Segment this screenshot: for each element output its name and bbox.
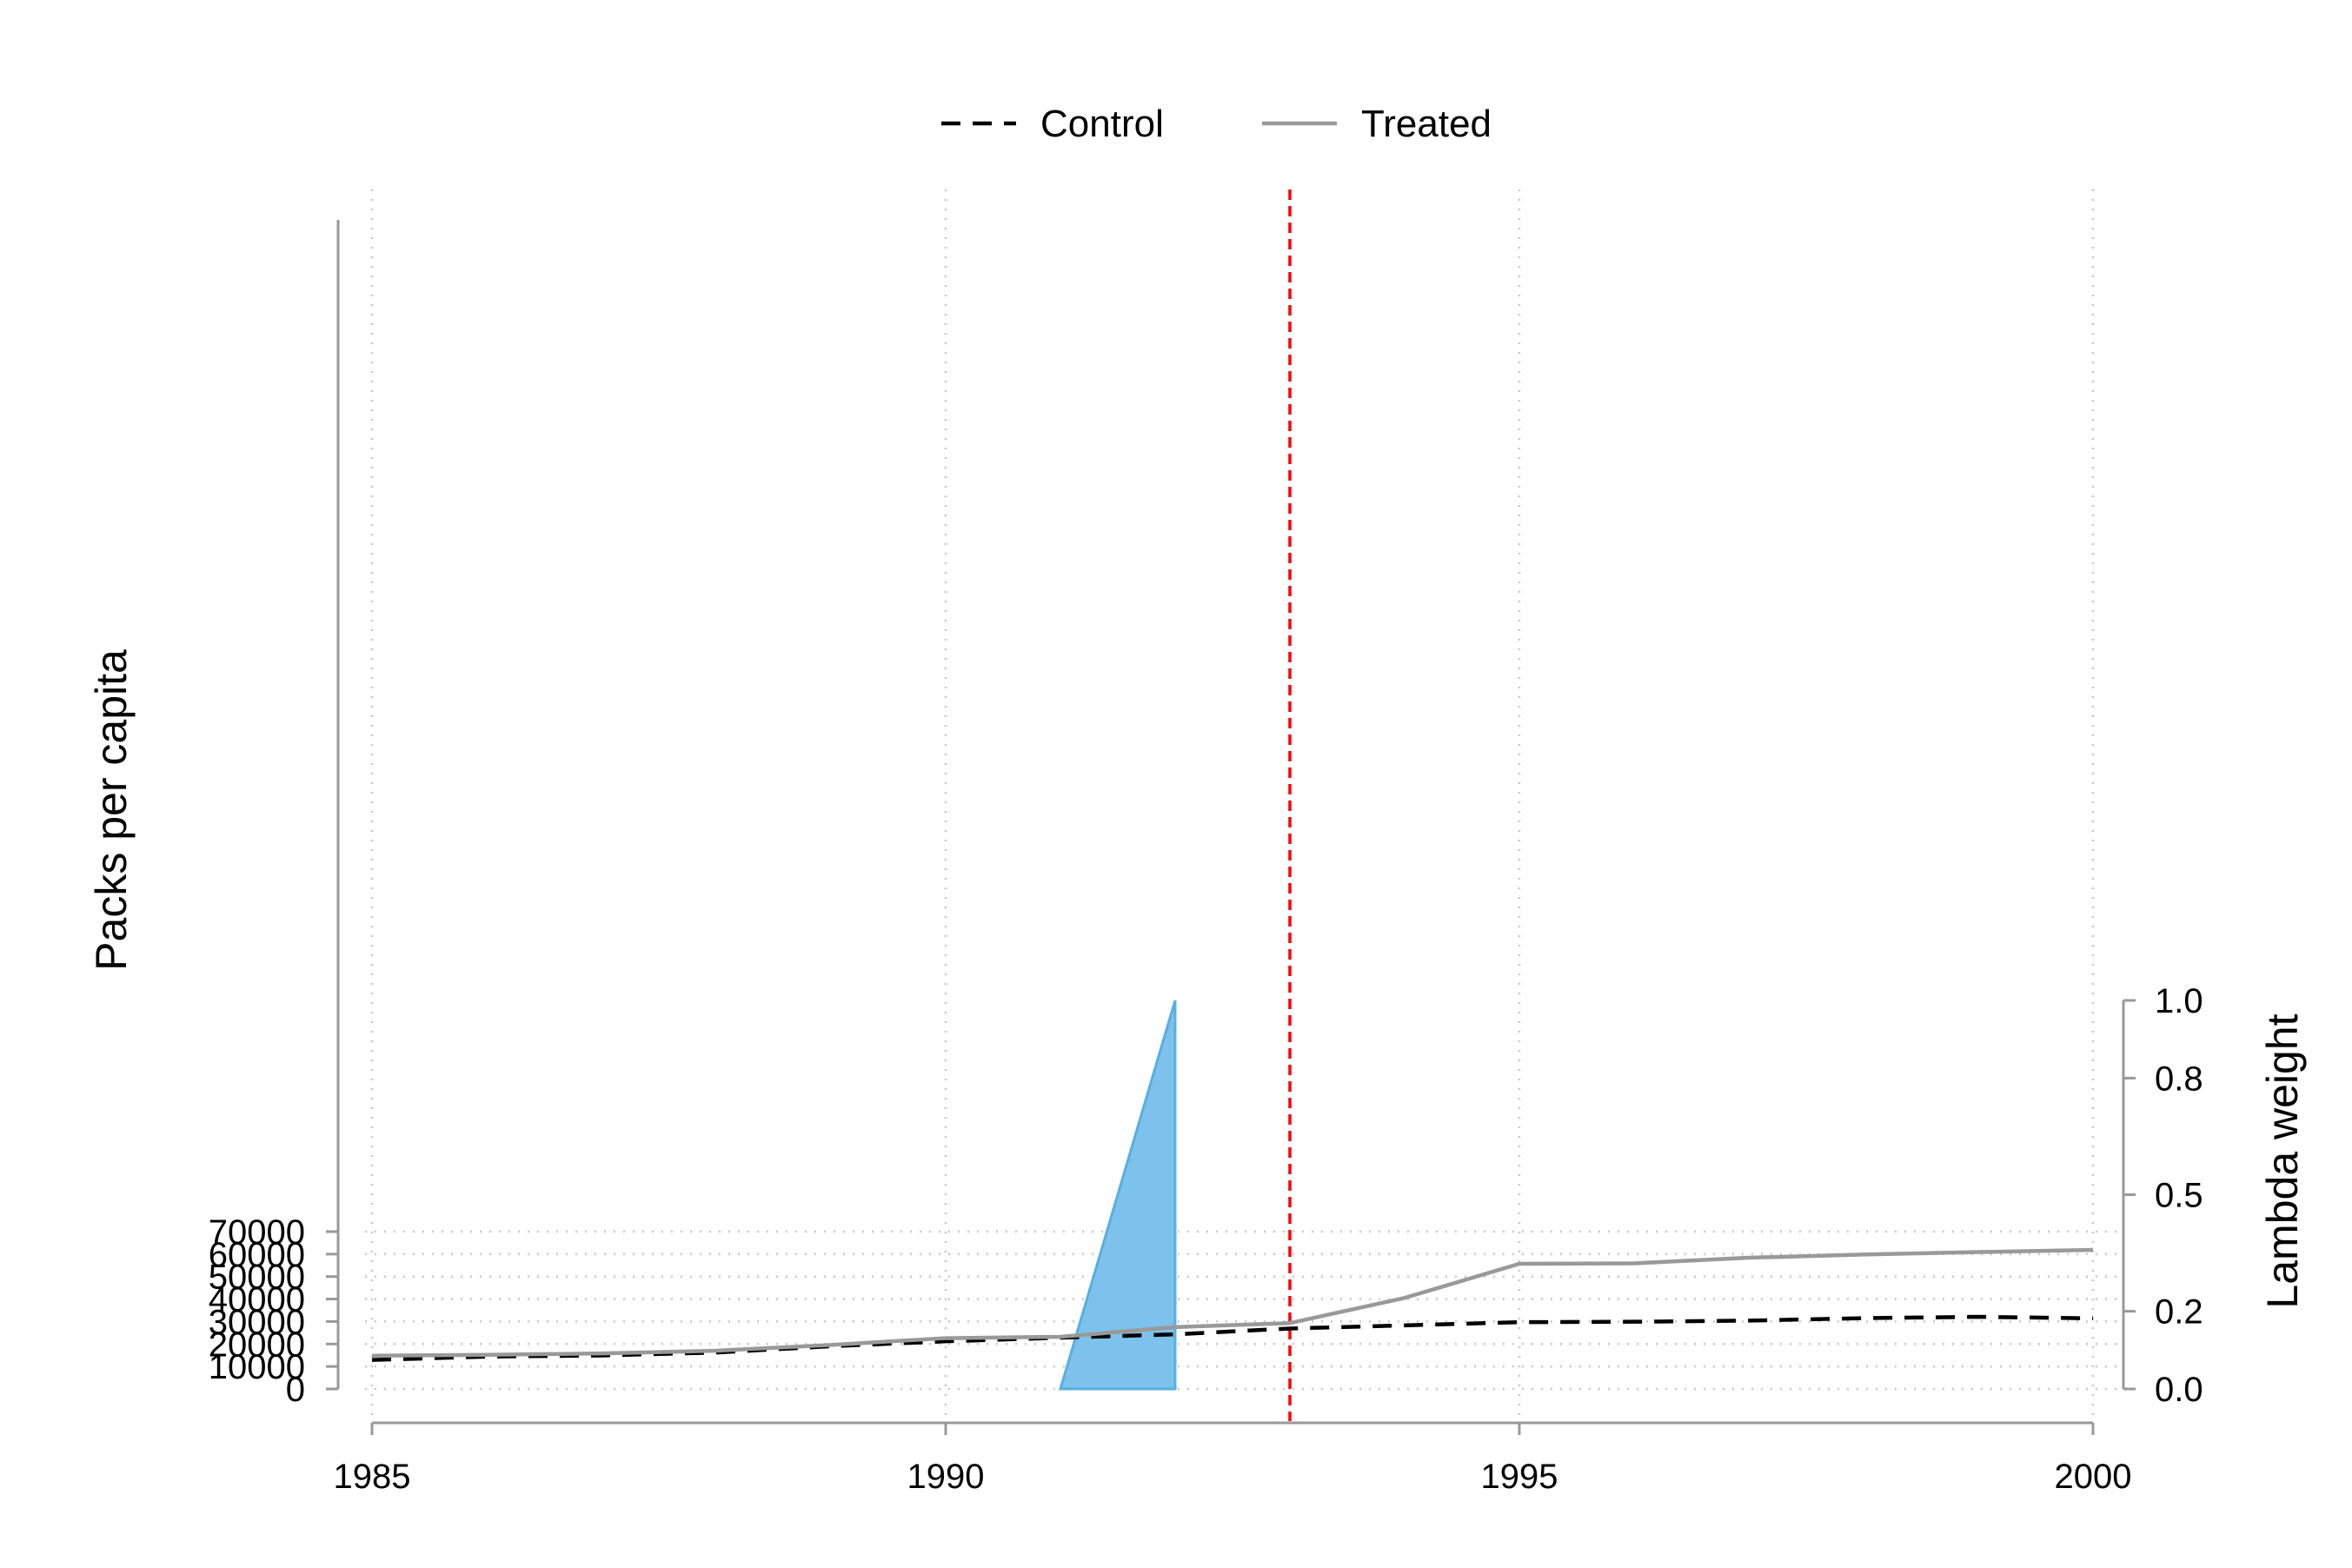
y-tick-label: 70000 [209,1213,305,1252]
x-tick-label: 1985 [334,1458,411,1496]
y-tick-label: 50000 [209,1259,305,1297]
series-lines [371,1247,2094,1362]
y-tick-label: 30000 [209,1303,305,1341]
y-tick-label: 10000 [209,1348,305,1386]
legend: Control Treated [941,103,1492,145]
grid [365,189,2117,1421]
y2-tick-label: 0.2 [2155,1293,2203,1332]
y2-tick-label: 0.5 [2155,1177,2203,1215]
y2-tick-label: 1.0 [2155,982,2203,1020]
x-tick-label: 2000 [2055,1458,2132,1496]
y2-tick-label: 0.8 [2155,1060,2203,1098]
x-tick-label: 1990 [907,1458,985,1496]
x-tick-label: 1995 [1481,1458,1558,1496]
legend-label-treated: Treated [1361,103,1492,145]
y-tick-label: 40000 [209,1281,305,1319]
y-tick-label: 20000 [209,1325,305,1364]
legend-label-control: Control [1040,103,1164,145]
y-axis-title: Packs per capita [87,649,136,971]
treated-line [371,1247,2094,1358]
y-tick-label: 60000 [209,1236,305,1274]
lambda-weight-area [1058,1000,1177,1391]
lambda-weight-polygon [1058,1000,1177,1391]
y2-tick-label: 0.0 [2155,1371,2203,1409]
y-tick-label: 0 [286,1371,305,1409]
y2-axis-title: Lambda weight [2258,1013,2307,1308]
